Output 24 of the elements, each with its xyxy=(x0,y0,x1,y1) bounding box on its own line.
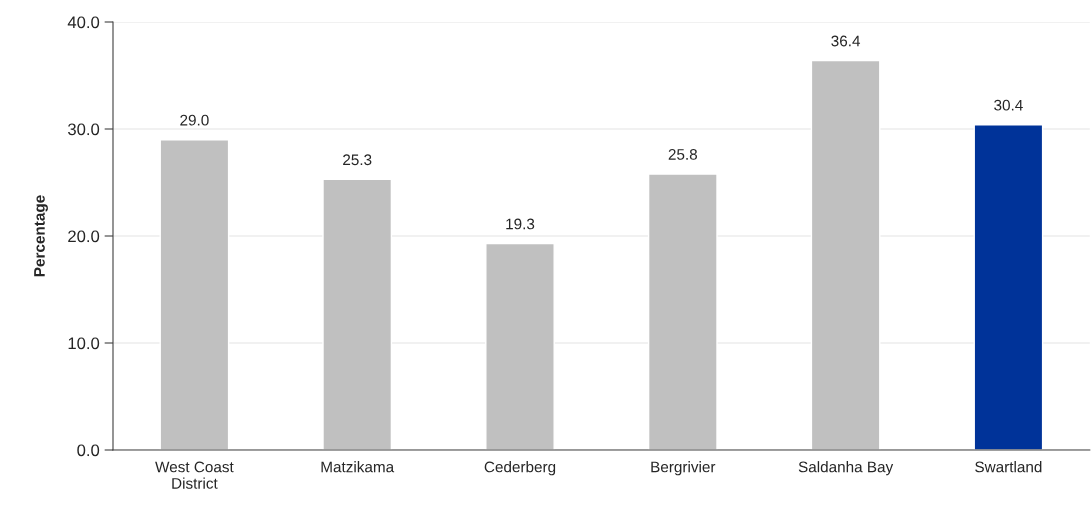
y-tick-label: 20.0 xyxy=(68,230,100,243)
bar xyxy=(973,124,1044,450)
x-tick-label: Matzikama xyxy=(321,461,395,473)
bar xyxy=(159,139,230,450)
x-tick-label: Bergrivier xyxy=(651,461,716,476)
bar xyxy=(810,59,881,450)
data-label: 36.4 xyxy=(831,35,861,47)
y-tick-label: 40.0 xyxy=(67,16,100,29)
bar xyxy=(322,178,393,450)
data-label: 19.3 xyxy=(506,218,535,230)
data-label: 29.0 xyxy=(180,114,209,126)
y-tick-label: 10.0 xyxy=(68,337,100,350)
y-tick-label: 0.0 xyxy=(77,444,100,457)
x-tick-label: West Coast District xyxy=(155,461,234,489)
data-label: 25.8 xyxy=(668,148,698,160)
x-tick-label: Cederberg xyxy=(484,461,556,476)
y-tick-label: 30.0 xyxy=(68,123,100,136)
x-tick-label: Saldanha Bay xyxy=(798,461,894,476)
data-label: 30.4 xyxy=(994,99,1023,111)
y-axis-title: Percentage xyxy=(34,195,48,277)
x-tick-label: Swartland xyxy=(975,461,1042,473)
bar xyxy=(647,173,718,450)
data-label: 25.3 xyxy=(343,154,372,166)
bar xyxy=(485,242,555,450)
